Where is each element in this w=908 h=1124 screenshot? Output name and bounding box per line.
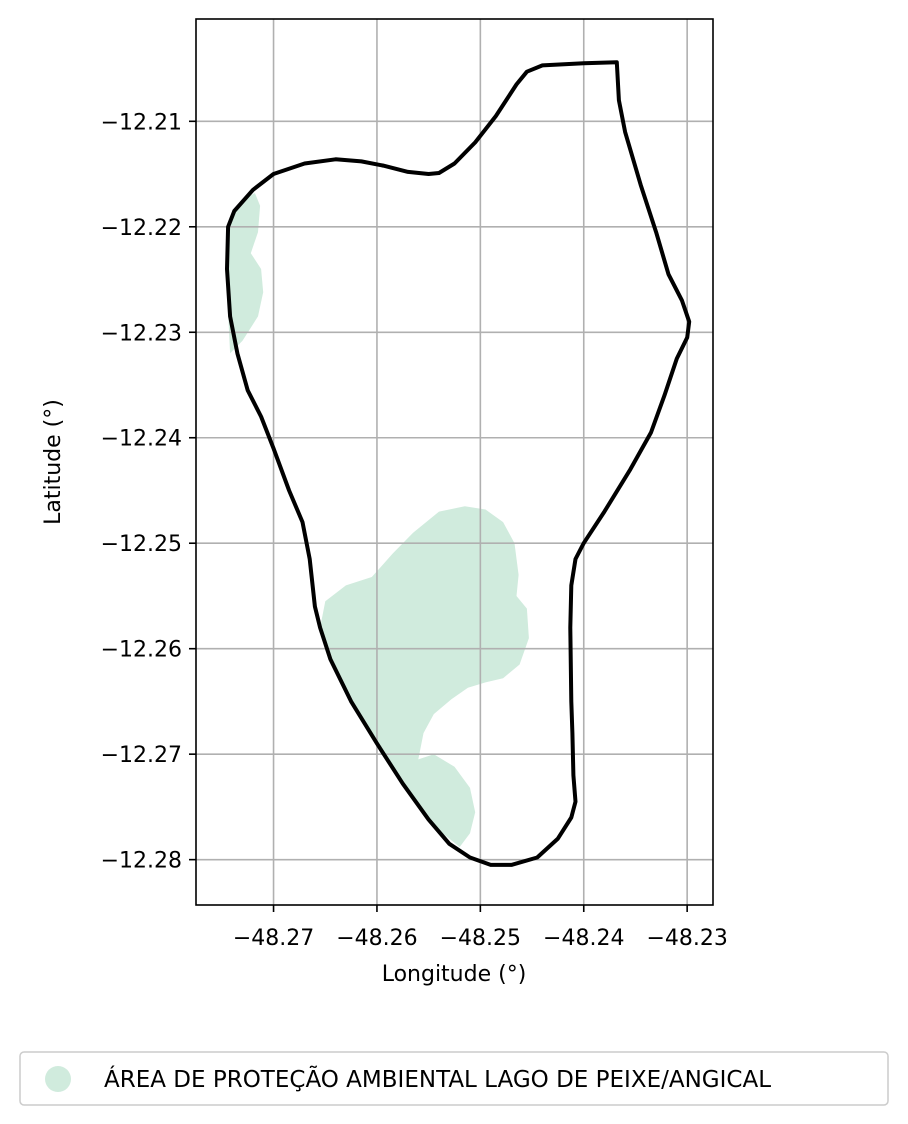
y-tick-label-2: −12.22 xyxy=(101,216,182,241)
municipality-boundary-layer xyxy=(225,60,692,867)
protected-area-layer xyxy=(227,193,529,847)
municipality-boundary-line xyxy=(225,60,692,867)
y-tick-label-4: −12.24 xyxy=(101,427,182,452)
x-tick-label-3: −48.25 xyxy=(440,926,521,951)
x-tick-label-5: −48.23 xyxy=(646,926,727,951)
y-axis-ticks: −12.21 −12.22 −12.23 −12.24 −12.25 −12.26 −12.… xyxy=(101,110,196,874)
legend-entry-label: ÁREA DE PROTEÇÃO AMBIENTAL LAGO DE PEIXE… xyxy=(104,1065,771,1093)
plot-area xyxy=(196,19,713,905)
legend-swatch-marker xyxy=(45,1066,71,1092)
y-axis-label: Latitude (°) xyxy=(41,399,66,525)
axes-border xyxy=(195,18,714,906)
x-axis-ticks: −48.27 −48.26 −48.25 −48.24 −48.23 xyxy=(233,905,728,951)
x-tick-label-4: −48.24 xyxy=(543,926,624,951)
x-tick-label-2: −48.26 xyxy=(336,926,417,951)
x-tick-label-1: −48.27 xyxy=(233,926,314,951)
protected-area-polygon-1-2 xyxy=(320,506,529,847)
y-tick-label-3: −12.23 xyxy=(101,321,182,346)
grid-lines xyxy=(196,19,713,905)
x-axis-label: Longitude (°) xyxy=(382,962,527,987)
plot-background xyxy=(196,19,713,905)
legend: ÁREA DE PROTEÇÃO AMBIENTAL LAGO DE PEIXE… xyxy=(19,1051,889,1106)
protected-area-polygon-1-1 xyxy=(227,193,264,354)
axes-frame xyxy=(195,18,714,906)
y-tick-label-6: −12.26 xyxy=(101,638,182,663)
legend-box xyxy=(19,1051,889,1106)
y-tick-label-7: −12.27 xyxy=(101,743,182,768)
y-tick-label-8: −12.28 xyxy=(101,849,182,874)
y-tick-label-5: −12.25 xyxy=(101,532,182,557)
y-tick-label-1: −12.21 xyxy=(101,110,182,135)
